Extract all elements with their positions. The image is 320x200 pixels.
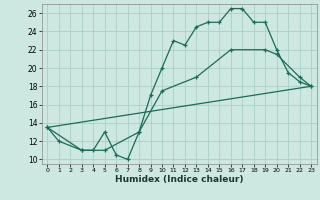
X-axis label: Humidex (Indice chaleur): Humidex (Indice chaleur) bbox=[115, 175, 244, 184]
